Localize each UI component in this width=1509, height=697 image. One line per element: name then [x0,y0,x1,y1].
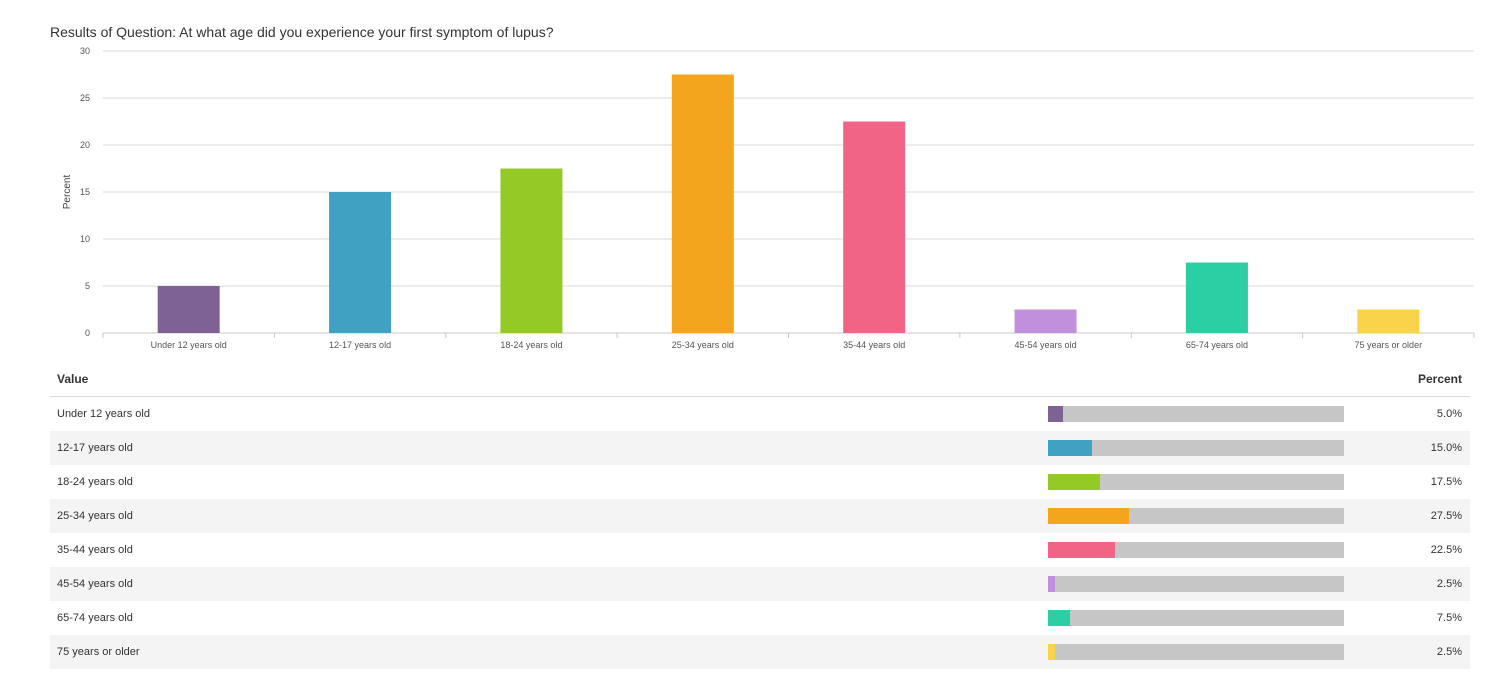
row-label: 75 years or older [57,646,140,658]
row-bar-track [1048,644,1344,660]
gridlines [103,50,1474,334]
row-label: 45-54 years old [57,578,133,590]
bar[interactable] [500,168,563,334]
bar[interactable] [1357,309,1420,334]
y-tick-label: 5 [85,281,90,291]
table-row: 65-74 years old 7.5% [50,601,1470,635]
header-percent: Percent [1417,372,1462,386]
x-tick-label: 25-34 years old [672,340,734,350]
row-bar-track [1048,406,1344,422]
y-tick-label: 10 [80,234,90,244]
y-tick-label: 0 [85,328,90,338]
y-axis-ticks: 0 5 10 15 20 25 30 [80,46,90,338]
row-bar-fill [1048,474,1100,490]
results-table: Value Percent Under 12 years old 5.0% 12-1… [50,362,1470,669]
row-bar-fill [1048,542,1115,558]
row-percent: 2.5% [1436,646,1462,658]
row-bar-fill [1048,576,1056,592]
table-row: 25-34 years old 27.5% [50,499,1470,533]
table-row: 12-17 years old 15.0% [50,431,1470,465]
x-tick-label: 12-17 years old [329,340,391,350]
y-tick-label: 20 [80,140,90,150]
bar[interactable] [329,192,392,333]
x-tick-label: 18-24 years old [500,340,562,350]
row-percent: 15.0% [1430,442,1462,454]
row-percent: 2.5% [1436,578,1462,590]
table-header: Value Percent [50,362,1470,397]
x-axis-ticks: Under 12 years old 12-17 years old 18-24 y… [102,333,1475,350]
row-bar-fill [1048,508,1130,524]
table-row: 75 years or older 2.5% [50,635,1470,669]
row-label: 35-44 years old [57,544,133,556]
bar[interactable] [157,286,220,333]
table-row: 18-24 years old 17.5% [50,465,1470,499]
bar[interactable] [1014,309,1077,334]
row-label: 25-34 years old [57,510,133,522]
y-tick-label: 15 [80,187,90,197]
row-label: Under 12 years old [57,408,150,420]
row-bar-track [1048,542,1344,558]
row-label: 18-24 years old [57,476,133,488]
table-body: Under 12 years old 5.0% 12-17 years old 15.… [50,397,1470,669]
bar[interactable] [671,74,734,334]
row-bar-fill [1048,406,1063,422]
row-bar-track [1048,610,1344,626]
header-value: Value [57,372,89,386]
x-tick-label: 35-44 years old [843,340,905,350]
row-percent: 22.5% [1430,544,1462,556]
row-bar-track [1048,474,1344,490]
table-row: 35-44 years old 22.5% [50,533,1470,567]
chart-title: Results of Question: At what age did you… [50,24,554,40]
row-bar-fill [1048,644,1056,660]
row-bar-track [1048,508,1344,524]
table-row: 45-54 years old 2.5% [50,567,1470,601]
table-row: Under 12 years old 5.0% [50,397,1470,431]
bar[interactable] [843,121,906,334]
row-percent: 27.5% [1430,510,1462,522]
bar[interactable] [1185,262,1248,334]
row-percent: 17.5% [1430,476,1462,488]
row-label: 12-17 years old [57,442,133,454]
x-tick-label: 65-74 years old [1186,340,1248,350]
row-bar-fill [1048,610,1071,626]
row-bar-track [1048,440,1344,456]
row-bar-fill [1048,440,1093,456]
bars [157,74,1420,334]
x-tick-label: Under 12 years old [151,340,227,350]
y-tick-label: 30 [80,46,90,56]
y-axis-label: Percent [62,175,73,210]
row-percent: 7.5% [1436,612,1462,624]
row-bar-track [1048,576,1344,592]
row-percent: 5.0% [1436,408,1462,420]
y-tick-label: 25 [80,93,90,103]
x-tick-label: 45-54 years old [1015,340,1077,350]
bar-chart: 0 5 10 15 20 25 30 Percent Under 12 years old 1… [62,46,1475,350]
row-label: 65-74 years old [57,612,133,624]
x-tick-label: 75 years or older [1355,340,1423,350]
